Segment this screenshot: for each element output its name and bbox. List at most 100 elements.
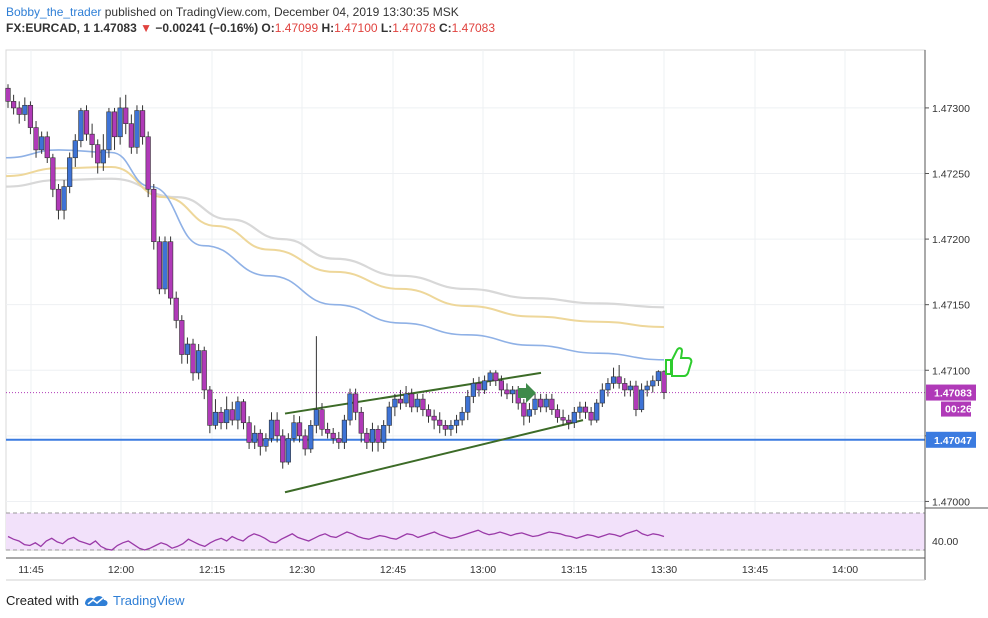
price-tags: 1.47083 00:26 1.47047 — [926, 384, 976, 448]
support-tag-bg — [926, 431, 976, 448]
candle-body — [212, 411, 219, 426]
y-tick-label: 1.47250 — [932, 169, 970, 181]
rsi-line — [7, 529, 665, 551]
candle-body — [571, 411, 577, 424]
x-tick-label: 13:00 — [470, 564, 496, 576]
last-price: 1.47083 — [93, 21, 137, 35]
close-value: 1.47083 — [451, 21, 496, 35]
x-tick-label: 12:15 — [199, 564, 225, 576]
open-value: 1.47099 — [274, 21, 319, 35]
candle-body — [72, 140, 78, 159]
rsi-level-label: 40.00 — [932, 536, 958, 548]
candle-body — [414, 398, 420, 408]
created-with: Created with — [6, 592, 79, 608]
candle-body — [476, 383, 482, 391]
y-tick-label: 1.47100 — [932, 365, 970, 377]
candle-body — [319, 409, 325, 430]
candle-body — [50, 157, 56, 190]
ohlc-line: FX:EURCAD, 1 1.47083 ▼ −0.00241 (−0.16%)… — [6, 20, 495, 36]
candle-body — [39, 136, 45, 151]
x-tick-label: 13:45 — [742, 564, 768, 576]
ma-yellow — [5, 165, 665, 328]
chart-header: Bobby_the_trader published on TradingVie… — [6, 4, 495, 36]
candle-body — [190, 343, 196, 374]
candle-body — [151, 188, 157, 243]
candle-body — [358, 411, 364, 434]
thumbs-up-icon — [665, 347, 693, 377]
author-link[interactable]: Bobby_the_trader — [6, 5, 102, 19]
candle-body — [588, 411, 594, 421]
y-tick-label: 1.47000 — [932, 496, 970, 508]
tradingview-brand[interactable]: TradingView — [112, 592, 185, 608]
high-value: 1.47100 — [334, 21, 378, 35]
y-tick-label: 1.47300 — [932, 103, 970, 115]
tradingview-logo-icon[interactable] — [83, 592, 109, 608]
candle-body — [296, 422, 303, 437]
candle-body — [622, 383, 628, 391]
candle-body — [67, 157, 73, 187]
trend-upper — [284, 371, 542, 415]
candle-body — [582, 406, 589, 413]
support-tag: 1.47047 — [934, 435, 972, 447]
open-label: O: — [261, 21, 275, 35]
candle-body — [577, 406, 583, 413]
candle-body — [610, 376, 617, 384]
candle-body — [156, 241, 162, 290]
candle-body — [566, 419, 572, 424]
publish-info: published on TradingView.com, December 0… — [101, 5, 459, 19]
candle-body — [235, 401, 241, 421]
candle-body — [420, 398, 426, 410]
x-tick-label: 13:30 — [651, 564, 677, 576]
candle-body — [381, 425, 387, 443]
candle-body — [302, 435, 308, 450]
candle-body — [644, 385, 650, 391]
candle-body — [257, 432, 263, 447]
candle-body — [481, 380, 488, 391]
candle-body — [218, 411, 224, 424]
candle-body — [538, 398, 544, 408]
candle-body — [409, 393, 415, 408]
candle-body — [27, 104, 34, 128]
candles[interactable] — [5, 84, 667, 469]
candle-body — [229, 409, 235, 421]
candle-body — [498, 380, 505, 391]
candle-body — [347, 393, 353, 421]
candle-body — [33, 127, 39, 151]
candle-body — [543, 398, 549, 408]
candle-body — [661, 371, 667, 393]
x-tick-label: 12:45 — [380, 564, 406, 576]
x-tick-label: 12:00 — [108, 564, 134, 576]
candle-body — [196, 350, 202, 374]
candle-body — [403, 393, 409, 404]
candle-body — [89, 133, 95, 145]
candle-body — [510, 389, 516, 395]
candle-body — [274, 419, 280, 437]
candle-body — [650, 380, 656, 387]
x-tick-label: 14:00 — [832, 564, 858, 576]
candle-body — [554, 409, 561, 418]
candle-body — [526, 409, 533, 417]
candle-body — [263, 438, 269, 447]
price-tag-bg — [926, 384, 976, 401]
candle-body — [504, 389, 510, 395]
candle-body — [207, 389, 213, 426]
trend-lower — [284, 419, 584, 494]
candle-body — [22, 104, 28, 115]
footer: Created with TradingView — [6, 592, 185, 608]
y-tick-label: 1.47150 — [932, 300, 970, 312]
candle-body — [55, 188, 62, 211]
symbol-label[interactable]: FX:EURCAD, 1 — [6, 21, 91, 35]
candle-body — [437, 419, 443, 426]
candle-body — [106, 111, 112, 151]
candle-body — [291, 422, 297, 439]
candle-body — [100, 149, 106, 164]
axes: 1.470001.470501.471001.471501.472001.472… — [6, 50, 988, 581]
candle-body — [364, 432, 370, 443]
candle-body — [521, 402, 527, 417]
x-tick-label: 11:45 — [18, 564, 44, 576]
candle-body — [397, 398, 404, 404]
candle-body — [605, 383, 611, 391]
low-value: 1.47078 — [392, 21, 436, 35]
candle-body — [431, 415, 437, 421]
